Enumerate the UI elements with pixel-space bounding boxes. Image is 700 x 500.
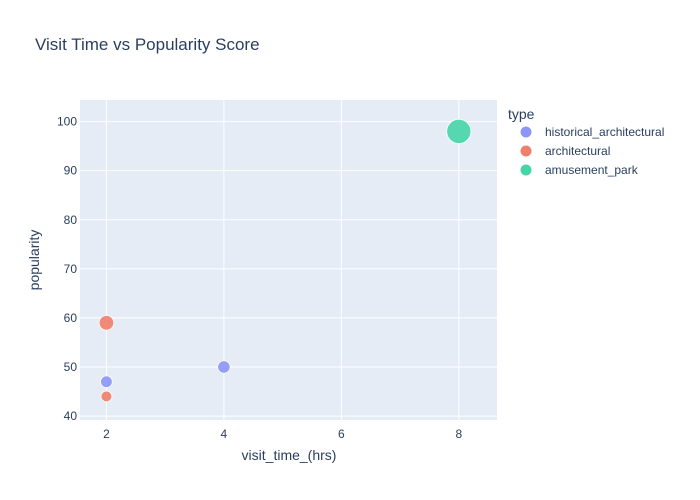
y-tick-label: 50 — [64, 360, 78, 374]
legend-entry-architectural[interactable]: architectural — [545, 144, 610, 158]
x-axis-title: visit_time_(hrs) — [242, 447, 337, 463]
x-tick-label: 2 — [103, 427, 110, 441]
legend-title: type — [508, 106, 535, 122]
y-tick-label: 80 — [64, 213, 78, 227]
scatter-points — [98, 118, 472, 403]
x-tick-label: 4 — [221, 427, 228, 441]
y-tick-label: 100 — [57, 115, 77, 129]
y-tick-label: 40 — [64, 409, 78, 423]
legend-marker-historical-architectural — [520, 126, 532, 138]
point-historical-architectural-0[interactable] — [100, 375, 113, 388]
point-amusement-park-0[interactable] — [446, 118, 472, 144]
y-tick-label: 60 — [64, 311, 78, 325]
y-axis-title: popularity — [26, 230, 42, 291]
y-axis-ticks: 40 50 60 70 80 90 100 — [57, 115, 77, 423]
point-architectural-1[interactable] — [100, 390, 113, 403]
point-historical-architectural-1[interactable] — [217, 360, 231, 374]
x-tick-label: 8 — [455, 427, 462, 441]
point-architectural-0[interactable] — [98, 315, 115, 331]
legend-marker-amusement-park — [520, 164, 532, 176]
plot-area — [80, 100, 497, 420]
y-tick-label: 70 — [64, 262, 78, 276]
x-axis-ticks: 2 4 6 8 — [103, 427, 462, 441]
x-tick-label: 6 — [338, 427, 345, 441]
y-tick-label: 90 — [64, 164, 78, 178]
chart-title: Visit Time vs Popularity Score — [35, 35, 260, 54]
legend-entry-amusement-park[interactable]: amusement_park — [545, 163, 639, 177]
gridlines — [80, 100, 497, 420]
legend-entry-historical-architectural[interactable]: historical_architectural — [545, 125, 664, 139]
legend-marker-architectural — [520, 145, 532, 157]
legend: historical_architectural architectural amu… — [520, 125, 664, 177]
